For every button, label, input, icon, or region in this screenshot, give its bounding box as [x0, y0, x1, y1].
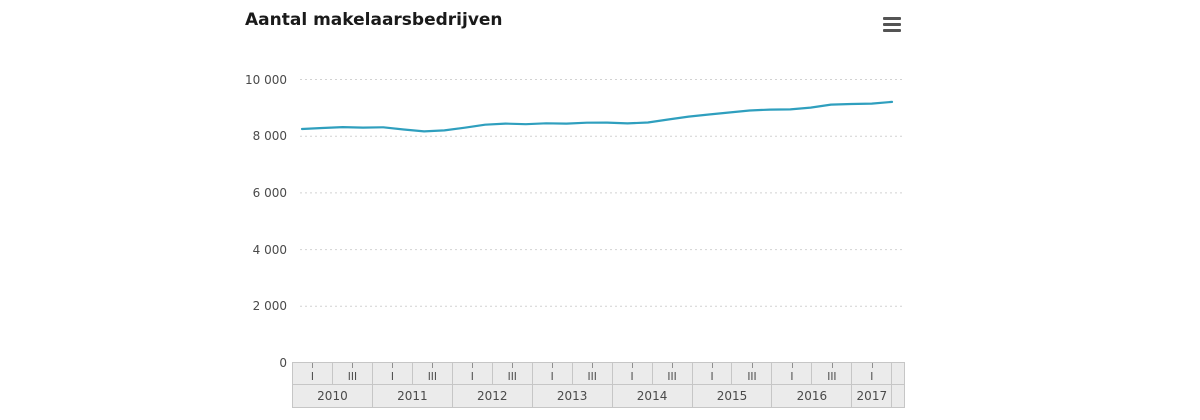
- quarter-tick-mark: [392, 363, 394, 368]
- quarter-tick-mark: [352, 363, 354, 368]
- quarter-cell-2012-III: III: [493, 363, 533, 385]
- export-menu-button[interactable]: [883, 17, 901, 32]
- quarter-tick-label: III: [347, 370, 358, 383]
- gridlines: [300, 79, 905, 307]
- year-label: 2010: [317, 389, 348, 403]
- quarter-tick-mark: [472, 363, 474, 368]
- quarter-cell-2013-III: III: [573, 363, 613, 385]
- quarter-tick-mark: [791, 363, 793, 368]
- quarter-cell-2012-I: I: [453, 363, 493, 385]
- axis-filler-cell: [892, 385, 903, 407]
- year-cell-2011: 2011: [373, 385, 453, 407]
- quarter-cell-2010-I: I: [293, 363, 333, 385]
- quarter-tick-mark: [871, 363, 873, 368]
- y-axis-tick-label: 4 000: [252, 242, 287, 257]
- year-cell-2014: 2014: [613, 385, 693, 407]
- quarter-tick-label: I: [390, 370, 394, 383]
- y-axis-tick-label: 10 000: [245, 72, 287, 87]
- hamburger-menu-icon: [883, 23, 901, 26]
- quarter-tick-mark: [312, 363, 314, 368]
- year-label: 2011: [397, 389, 428, 403]
- chart-title: Aantal makelaarsbedrijven: [245, 10, 503, 30]
- quarter-tick-mark: [632, 363, 634, 368]
- year-cell-2013: 2013: [533, 385, 613, 407]
- quarter-tick-mark: [672, 363, 674, 368]
- hamburger-menu-icon: [883, 29, 901, 32]
- quarter-tick-label: III: [827, 370, 837, 383]
- y-axis-tick-label: 8 000: [252, 129, 287, 144]
- quarter-tick-label: III: [587, 370, 597, 383]
- quarter-tick-mark: [432, 363, 434, 368]
- quarter-cell-2016-I: I: [772, 363, 813, 385]
- year-cell-2015: 2015: [693, 385, 773, 407]
- line-series[interactable]: [300, 100, 894, 133]
- quarter-tick-mark: [552, 363, 554, 368]
- quarter-cell-2014-III: III: [653, 363, 693, 385]
- year-label: 2014: [636, 389, 668, 403]
- year-label: 2015: [716, 389, 748, 403]
- x-axis-year-row: 2010 2011 2012 2013 2014 2015 2016 2017: [293, 385, 904, 407]
- quarter-cell-2015-III: III: [732, 363, 773, 385]
- year-cell-2010: 2010: [293, 385, 373, 407]
- y-axis-tick-label: 2 000: [252, 299, 287, 314]
- quarter-tick-mark: [751, 363, 753, 368]
- x-axis: I III I III I III I III I III I III I III I 2010 2011 20…: [292, 362, 905, 408]
- year-label: 2013: [556, 389, 588, 403]
- quarter-tick-mark: [512, 363, 514, 368]
- year-cell-2017: 2017: [852, 385, 893, 407]
- x-axis-quarter-row: I III I III I III I III I III I III I III I: [293, 363, 904, 386]
- quarter-tick-label: III: [507, 370, 517, 383]
- year-label: 2012: [476, 389, 508, 403]
- quarter-cell-2017-I: I: [852, 363, 893, 385]
- series-line[interactable]: [300, 100, 894, 133]
- quarter-tick-mark: [592, 363, 594, 368]
- quarter-cell-2011-I: I: [373, 363, 413, 385]
- quarter-tick-label: I: [470, 370, 474, 383]
- quarter-tick-label: I: [310, 370, 315, 383]
- quarter-cell-2015-I: I: [693, 363, 733, 385]
- year-label: 2017: [856, 389, 888, 403]
- year-cell-2012: 2012: [453, 385, 533, 407]
- quarter-tick-label: III: [427, 370, 437, 383]
- quarter-cell-2010-III: III: [333, 363, 373, 385]
- quarter-tick-label: I: [790, 370, 794, 383]
- year-label: 2016: [796, 389, 828, 403]
- quarter-cell-2011-III: III: [413, 363, 453, 385]
- quarter-cell-2014-I: I: [613, 363, 653, 385]
- quarter-tick-label: III: [667, 370, 677, 383]
- quarter-tick-label: I: [870, 370, 874, 383]
- quarter-tick-mark: [831, 363, 833, 368]
- quarter-tick-label: III: [747, 370, 757, 383]
- quarter-tick-label: I: [630, 370, 634, 383]
- axis-filler-cell: [892, 363, 903, 384]
- quarter-tick-label: I: [710, 370, 714, 383]
- year-cell-2016: 2016: [772, 385, 853, 407]
- quarter-cell-2013-I: I: [533, 363, 573, 385]
- quarter-tick-mark: [712, 363, 713, 368]
- y-axis-tick-label: 0: [279, 356, 287, 370]
- quarter-cell-2016-III: III: [812, 363, 853, 385]
- quarter-tick-label: I: [550, 370, 554, 383]
- y-axis-tick-label: 6 000: [252, 185, 287, 200]
- hamburger-menu-icon: [883, 17, 901, 20]
